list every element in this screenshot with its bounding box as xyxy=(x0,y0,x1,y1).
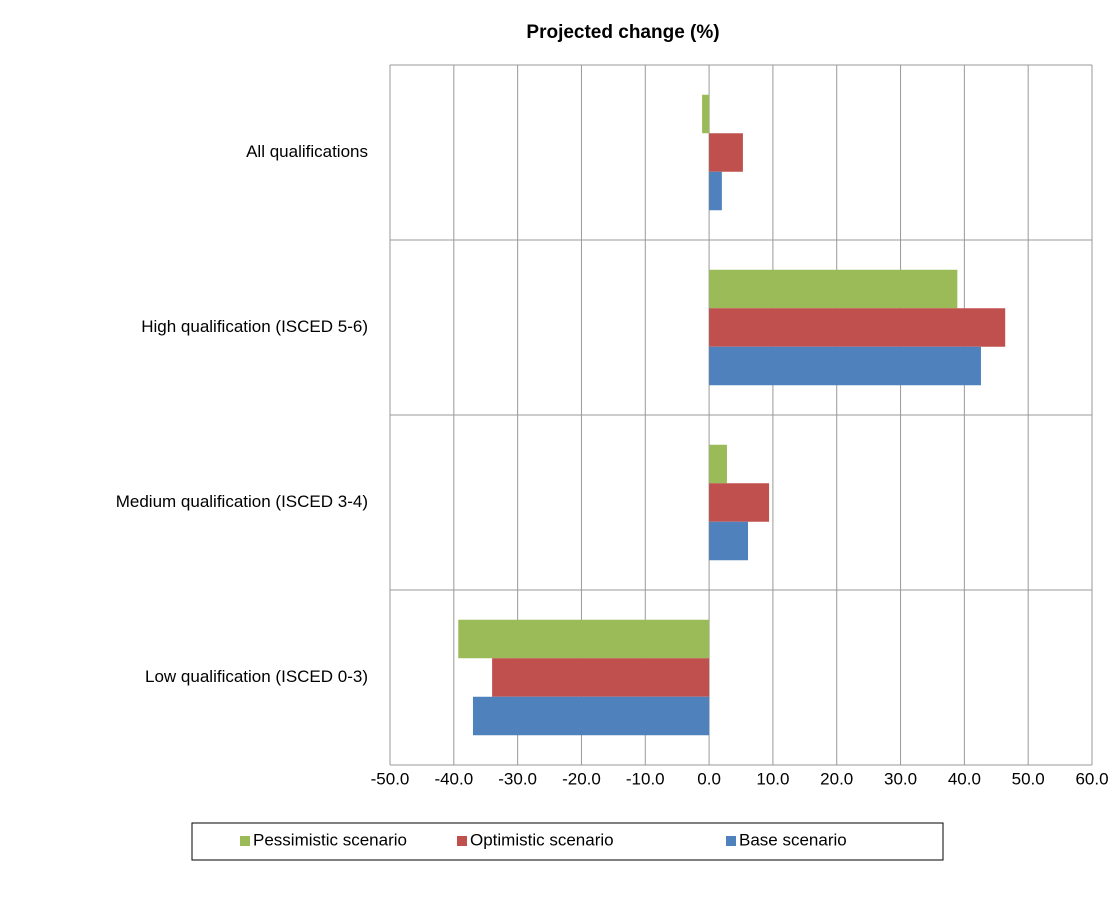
y-tick-label: Low qualification (ISCED 0-3) xyxy=(145,667,368,686)
bar xyxy=(709,308,1006,347)
legend-swatch xyxy=(240,836,250,846)
y-tick-label: Medium qualification (ISCED 3-4) xyxy=(116,492,368,511)
x-tick-label: -20.0 xyxy=(562,769,601,788)
bar xyxy=(702,94,710,134)
bar xyxy=(709,133,743,172)
x-tick-label: 40.0 xyxy=(948,769,981,788)
bar xyxy=(458,619,710,659)
bar xyxy=(709,269,958,309)
y-tick-label: All qualifications xyxy=(246,142,368,161)
y-tick-label: High qualification (ISCED 5-6) xyxy=(141,317,368,336)
legend-swatch xyxy=(457,836,467,846)
x-tick-label: -40.0 xyxy=(434,769,473,788)
bar xyxy=(709,483,770,522)
legend-label: Base scenario xyxy=(739,830,847,849)
x-tick-label: 50.0 xyxy=(1012,769,1045,788)
bar xyxy=(709,521,749,561)
bar xyxy=(709,346,981,386)
bar xyxy=(492,658,710,697)
bar xyxy=(709,171,722,211)
x-tick-label: 10.0 xyxy=(756,769,789,788)
bar xyxy=(709,444,727,484)
x-tick-label: 0.0 xyxy=(697,769,721,788)
legend-label: Optimistic scenario xyxy=(470,830,614,849)
x-tick-label: -10.0 xyxy=(626,769,665,788)
legend-swatch xyxy=(726,836,736,846)
legend-box xyxy=(191,822,944,861)
x-tick-label: 60.0 xyxy=(1075,769,1108,788)
x-tick-label: 30.0 xyxy=(884,769,917,788)
bar xyxy=(472,696,710,736)
x-tick-label: 20.0 xyxy=(820,769,853,788)
x-tick-label: -30.0 xyxy=(498,769,537,788)
legend-label: Pessimistic scenario xyxy=(253,830,407,849)
chart-title: Projected change (%) xyxy=(526,22,719,43)
x-tick-label: -50.0 xyxy=(371,769,410,788)
